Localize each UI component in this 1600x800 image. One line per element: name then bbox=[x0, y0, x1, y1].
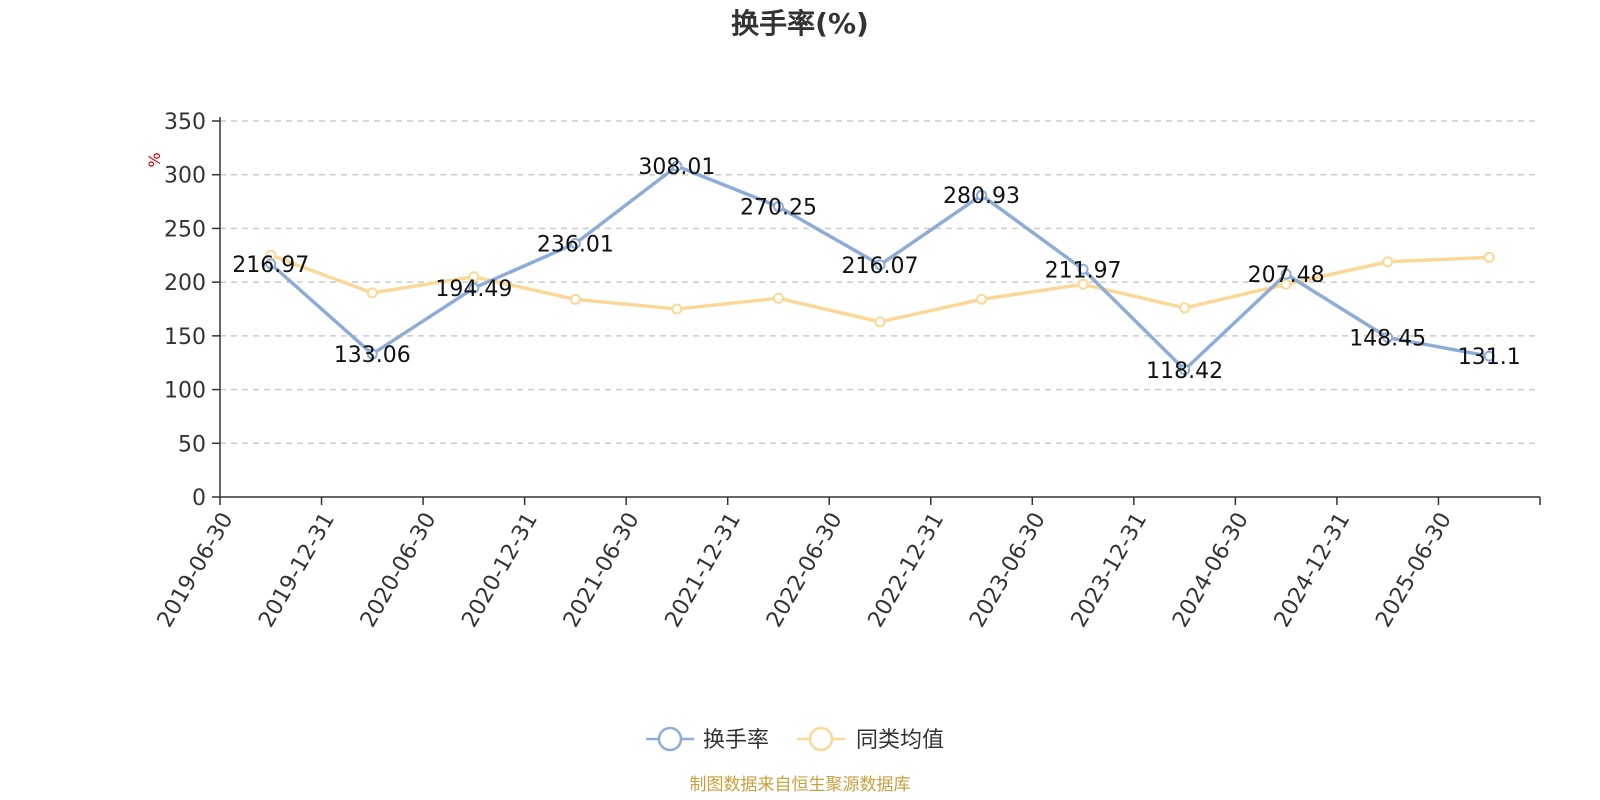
series-1-point-9[interactable] bbox=[1179, 364, 1191, 376]
y-tick-label-100: 100 bbox=[164, 379, 206, 404]
x-axis: 2019-06-30 2019-12-31 2020-06-30 2020-12-31… bbox=[153, 497, 1541, 632]
data-label-12: 131.1 bbox=[1458, 345, 1521, 370]
series-1-point-10[interactable] bbox=[1280, 268, 1292, 280]
series-2-point-5[interactable] bbox=[772, 292, 784, 304]
data-label-5: 270.25 bbox=[740, 196, 817, 221]
x-tick-label-2019-06-30: 2019-06-30 bbox=[153, 509, 239, 632]
data-label-10: 207.48 bbox=[1248, 263, 1325, 288]
series-1-point-12[interactable] bbox=[1483, 350, 1495, 362]
y-tick-label-350: 350 bbox=[164, 110, 206, 135]
series-2-point-4[interactable] bbox=[671, 303, 683, 315]
legend-marker-series-1 bbox=[657, 726, 683, 752]
series-2-point-11[interactable] bbox=[1382, 256, 1394, 268]
x-tick-label-2024-06-30: 2024-06-30 bbox=[1168, 509, 1254, 632]
x-tick-label-2020-12-31: 2020-12-31 bbox=[457, 509, 543, 632]
series-2-point-3[interactable] bbox=[569, 293, 581, 305]
data-label-1: 133.06 bbox=[334, 343, 411, 368]
x-tick-label-2019-12-31: 2019-12-31 bbox=[254, 509, 340, 632]
legend-item-series-2[interactable]: 同类均值 bbox=[797, 726, 944, 753]
axes bbox=[219, 117, 1540, 498]
data-label-3: 236.01 bbox=[537, 232, 614, 257]
series-1-point-5[interactable] bbox=[772, 201, 784, 213]
series-1-point-4[interactable] bbox=[671, 160, 683, 172]
y-tick-label-250: 250 bbox=[164, 217, 206, 242]
chart-title: 换手率(%) bbox=[731, 7, 869, 40]
data-label-9: 118.42 bbox=[1146, 359, 1223, 384]
y-tick-label-0: 0 bbox=[192, 486, 206, 511]
data-labels: 216.97 133.06 194.49 236.01 308.01 270.25 216.… bbox=[232, 155, 1520, 384]
legend-marker-series-2 bbox=[808, 726, 834, 752]
series-2-point-2[interactable] bbox=[468, 271, 480, 283]
y-tick-label-200: 200 bbox=[164, 271, 206, 296]
y-axis-unit-label: % bbox=[145, 152, 164, 167]
series-2-point-7[interactable] bbox=[976, 293, 988, 305]
series-1-point-7[interactable] bbox=[976, 189, 988, 201]
series-points bbox=[265, 160, 1495, 376]
y-tick-label-50: 50 bbox=[178, 432, 206, 457]
x-tick-label-2022-12-31: 2022-12-31 bbox=[864, 509, 950, 632]
series-1-point-11[interactable] bbox=[1382, 332, 1394, 344]
y-axis: 0 50 100 150 200 250 300 350 bbox=[164, 110, 220, 511]
data-label-11: 148.45 bbox=[1349, 327, 1426, 352]
series-2-point-10[interactable] bbox=[1280, 278, 1292, 290]
series-2-point-12[interactable] bbox=[1483, 251, 1495, 263]
x-tick-label-2024-12-31: 2024-12-31 bbox=[1270, 509, 1356, 632]
x-tick-label-2023-12-31: 2023-12-31 bbox=[1067, 509, 1153, 632]
x-tick-label-2025-06-30: 2025-06-30 bbox=[1371, 509, 1457, 632]
series-2-point-6[interactable] bbox=[874, 316, 886, 328]
series-1-point-0[interactable] bbox=[265, 258, 277, 270]
grid-lines bbox=[220, 120, 1540, 445]
series-2-point-9[interactable] bbox=[1179, 302, 1191, 314]
data-label-2: 194.49 bbox=[435, 277, 512, 302]
data-label-8: 211.97 bbox=[1045, 258, 1122, 283]
data-label-7: 280.93 bbox=[943, 184, 1020, 209]
data-label-4: 308.01 bbox=[638, 155, 715, 180]
data-label-0: 216.97 bbox=[232, 253, 309, 278]
y-tick-label-150: 150 bbox=[164, 325, 206, 350]
legend: 换手率 同类均值 bbox=[646, 726, 944, 753]
y-tick-label-300: 300 bbox=[164, 164, 206, 189]
legend-label-series-1: 换手率 bbox=[703, 728, 769, 753]
series-2-point-1[interactable] bbox=[366, 287, 378, 299]
legend-item-series-1[interactable]: 换手率 bbox=[646, 726, 769, 753]
series-1-point-8[interactable] bbox=[1077, 263, 1089, 275]
series-1-point-6[interactable] bbox=[874, 259, 886, 271]
x-tick-label-2021-12-31: 2021-12-31 bbox=[661, 509, 747, 632]
series-1-point-1[interactable] bbox=[366, 348, 378, 360]
x-tick-label-2021-06-30: 2021-06-30 bbox=[559, 509, 645, 632]
data-label-6: 216.07 bbox=[842, 254, 919, 279]
legend-label-series-2: 同类均值 bbox=[856, 728, 944, 753]
x-tick-label-2023-06-30: 2023-06-30 bbox=[965, 509, 1051, 632]
x-tick-label-2022-06-30: 2022-06-30 bbox=[762, 509, 848, 632]
series-1-point-3[interactable] bbox=[569, 237, 581, 249]
data-source-note: 制图数据来自恒生聚源数据库 bbox=[690, 775, 911, 795]
series-1-point-2[interactable] bbox=[468, 282, 480, 294]
series-2-point-8[interactable] bbox=[1077, 278, 1089, 290]
x-tick-label-2020-06-30: 2020-06-30 bbox=[356, 508, 442, 631]
